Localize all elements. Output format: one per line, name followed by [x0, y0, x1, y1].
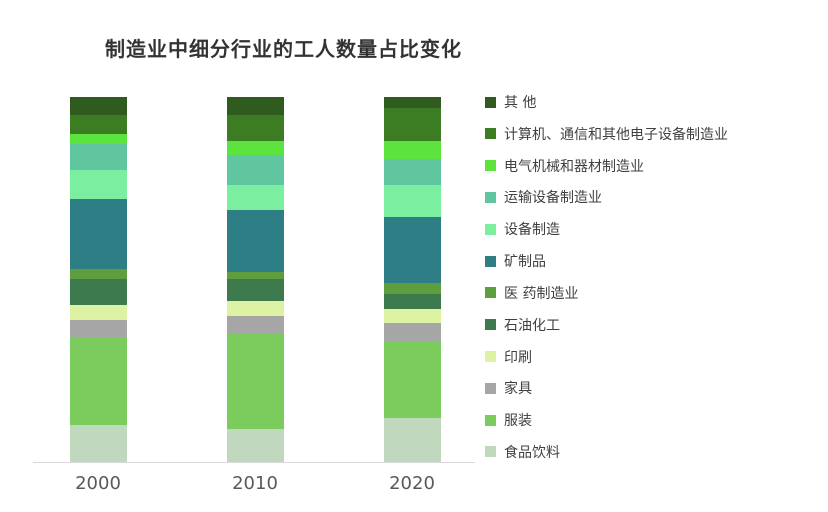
legend-item: 医 药制造业	[485, 283, 825, 303]
bar-segment	[383, 184, 441, 218]
bar-segment	[383, 217, 441, 284]
bar-segment	[383, 323, 441, 342]
bar-segment	[226, 272, 284, 280]
legend-swatch	[485, 414, 496, 426]
legend-item: 石油化工	[485, 315, 825, 335]
bar-segment	[383, 97, 441, 108]
bar-segment	[226, 334, 284, 430]
legend-swatch	[485, 255, 496, 267]
legend-item: 服装	[485, 410, 825, 430]
bar-segment	[226, 429, 284, 462]
legend-label: 石油化工	[504, 317, 560, 334]
legend-item: 电气机械和器材制造业	[485, 156, 825, 176]
plot-area: 2000 2010 2020	[33, 97, 475, 494]
bar-segment	[69, 305, 127, 320]
legend-item: 食品饮料	[485, 442, 825, 462]
legend-item: 矿制品	[485, 251, 825, 271]
legend-label: 其 他	[504, 95, 537, 111]
x-axis-label: 2000	[75, 473, 121, 494]
legend-swatch	[485, 96, 496, 108]
bar-segment	[69, 319, 127, 338]
legend-label: 运输设备制造业	[504, 190, 602, 207]
legend-label: 医 药制造业	[504, 285, 579, 302]
stacked-bar-2000	[69, 97, 127, 462]
legend-label: 电气机械和器材制造业	[504, 158, 644, 175]
legend-label: 服装	[504, 413, 532, 430]
legend-label: 食品饮料	[504, 444, 560, 461]
legend-swatch	[485, 160, 496, 172]
legend-swatch	[485, 446, 496, 458]
x-axis-label: 2010	[232, 473, 278, 494]
bar-segment	[383, 341, 441, 419]
bar-segment	[69, 268, 127, 280]
legend-swatch	[485, 287, 496, 299]
bar-segment	[226, 315, 284, 335]
bar-segment	[69, 97, 127, 116]
stacked-bar-2010	[226, 97, 284, 462]
bar-segment	[383, 418, 441, 462]
bar-segment	[383, 159, 441, 185]
legend-item: 设备制造	[485, 219, 825, 239]
legend-swatch	[485, 319, 496, 331]
bar-segment	[226, 210, 284, 273]
bar-segment	[383, 140, 441, 160]
bar-segment	[226, 155, 284, 185]
legend-item: 印刷	[485, 347, 825, 367]
legend-label: 家具	[504, 381, 532, 398]
legend-swatch	[485, 223, 496, 235]
legend-item: 其 他	[485, 92, 825, 112]
legend-label: 印刷	[504, 349, 532, 366]
bar-segment	[69, 337, 127, 426]
legend-swatch	[485, 351, 496, 362]
bar-segment	[226, 97, 284, 116]
bar-segment	[69, 199, 127, 269]
bar-segment	[383, 283, 441, 295]
x-axis-labels: 2000 2010 2020	[35, 473, 475, 494]
legend-item: 家具	[485, 378, 825, 398]
legend-swatch	[485, 382, 496, 394]
bar-segment	[69, 169, 127, 200]
legend-item: 计算机、通信和其他电子设备制造业	[485, 124, 825, 144]
bar-segment	[69, 144, 127, 170]
bar-segment	[69, 133, 127, 145]
bar-segment	[383, 294, 441, 309]
bar-segment	[226, 279, 284, 302]
legend-label: 矿制品	[504, 254, 546, 271]
bar-segment	[226, 301, 284, 316]
bar-segment	[69, 115, 127, 134]
legend-swatch	[485, 128, 496, 140]
legend-label: 计算机、通信和其他电子设备制造业	[504, 126, 728, 143]
chart-title: 制造业中细分行业的工人数量占比变化	[105, 37, 462, 61]
x-axis-line	[33, 462, 475, 463]
legend-item: 运输设备制造业	[485, 187, 825, 207]
bar-segment	[226, 184, 284, 211]
bars-container	[35, 97, 475, 462]
bar-segment	[383, 308, 441, 324]
bar-segment	[69, 425, 127, 462]
stacked-bar-2020	[383, 97, 441, 462]
bar-segment	[383, 107, 441, 141]
legend-label: 设备制造	[504, 222, 560, 239]
legend: 其 他计算机、通信和其他电子设备制造业 电气机械和器材制造业 运输设备制造业 设备制造…	[485, 92, 825, 462]
bar-segment	[226, 140, 284, 156]
bar-segment	[226, 115, 284, 141]
legend-swatch	[485, 191, 496, 203]
x-axis-label: 2020	[389, 473, 435, 494]
bar-segment	[69, 279, 127, 305]
